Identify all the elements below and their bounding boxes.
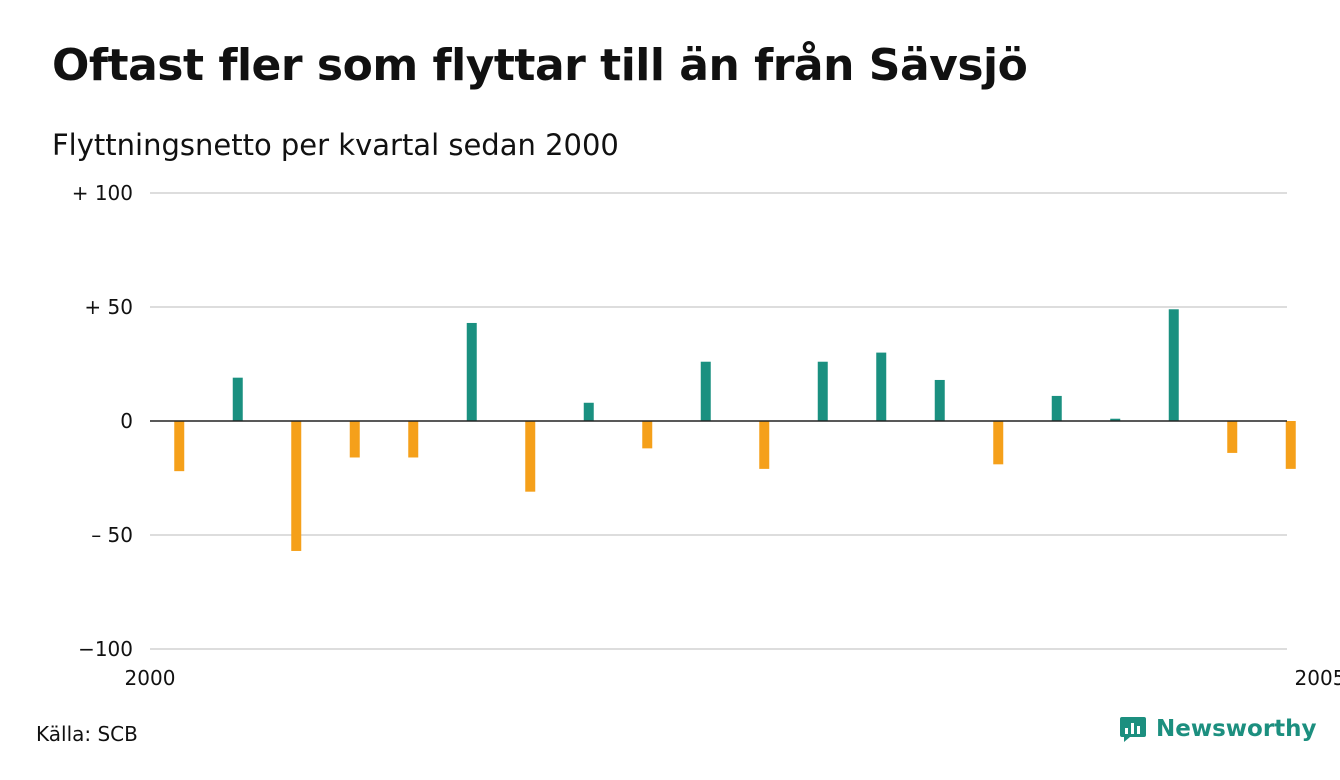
bar	[642, 421, 653, 449]
bar	[876, 352, 887, 421]
bar	[993, 421, 1004, 465]
x-tick-label: 2000	[125, 666, 176, 690]
bar	[1051, 395, 1062, 421]
bar	[525, 421, 536, 492]
y-tick-label: + 100	[72, 181, 133, 205]
bar	[700, 361, 711, 421]
bar	[759, 421, 770, 469]
bar	[583, 402, 594, 421]
bar-chart: + 100+ 500– 50−10020002005201020152020	[72, 181, 1340, 690]
y-tick-label: + 50	[84, 295, 133, 319]
y-tick-label: 0	[120, 409, 133, 433]
bar-chart-logo-icon	[1120, 717, 1146, 742]
brand-logo[interactable]: Newsworthy	[1118, 714, 1317, 744]
bar	[817, 361, 828, 421]
y-tick-label: −100	[78, 637, 133, 661]
bar	[349, 421, 360, 458]
bar	[1285, 421, 1296, 469]
y-tick-label: – 50	[91, 523, 133, 547]
bar	[408, 421, 419, 458]
chart-title: Oftast fler som flyttar till än från Säv…	[52, 40, 1028, 91]
gridlines	[150, 192, 1287, 650]
bar	[232, 377, 243, 421]
axes: + 100+ 500– 50−10020002005201020152020	[72, 181, 1340, 690]
bar	[1227, 421, 1238, 453]
bar	[1168, 309, 1179, 421]
source-note: Källa: SCB	[36, 722, 138, 746]
bars	[174, 309, 1296, 551]
bar	[466, 322, 477, 421]
bar	[934, 379, 945, 421]
bar	[291, 421, 302, 551]
bar	[174, 421, 185, 472]
bar	[1110, 418, 1121, 421]
brand-name: Newsworthy	[1156, 716, 1317, 742]
x-tick-label: 2005	[1295, 666, 1340, 690]
chart-subtitle: Flyttningsnetto per kvartal sedan 2000	[52, 128, 619, 162]
